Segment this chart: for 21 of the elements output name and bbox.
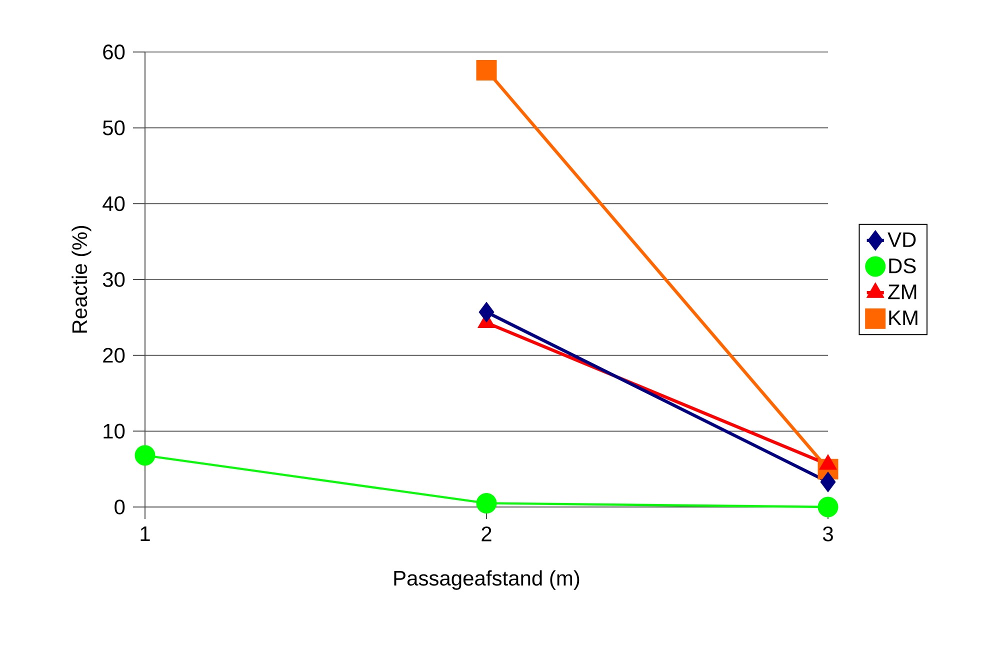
legend-label: KM xyxy=(889,310,918,326)
y-tick-label: 0 xyxy=(114,500,125,514)
x-axis-title: Passageafstand (m) xyxy=(394,570,580,590)
point xyxy=(818,496,838,518)
y-tick-label: 10 xyxy=(104,424,125,439)
point xyxy=(820,472,836,492)
legend-label: DS xyxy=(889,258,916,274)
x-tick-label: 3 xyxy=(822,526,833,542)
legend-label: ZM xyxy=(888,284,916,300)
x-tick-label: 2 xyxy=(482,526,492,542)
y-tick-label: 60 xyxy=(103,44,125,60)
y-tick-label: 20 xyxy=(103,348,125,363)
point xyxy=(476,60,497,80)
point xyxy=(134,445,156,466)
y-tick-label: 30 xyxy=(102,272,125,287)
legend-label: VD xyxy=(888,232,916,247)
x-tick-label: 1 xyxy=(140,526,150,541)
point xyxy=(476,492,497,514)
y-tick-label: 50 xyxy=(102,120,125,136)
y-tick-label: 40 xyxy=(102,196,125,212)
y-axis-title: Reactie (%) xyxy=(72,226,92,333)
